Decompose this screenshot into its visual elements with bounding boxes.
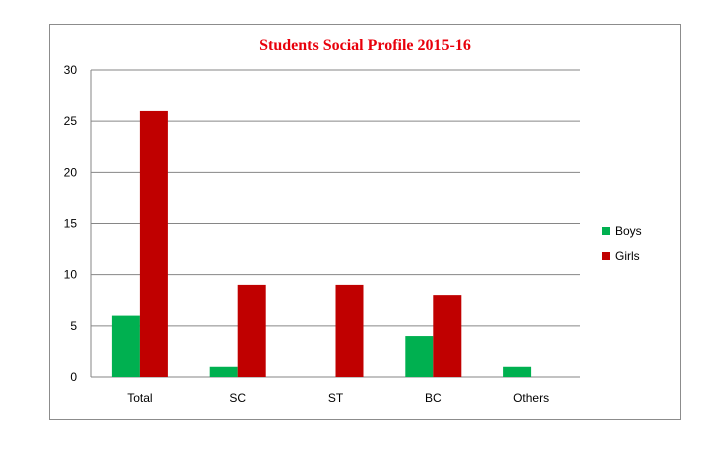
bar-boys-bc: [405, 336, 434, 377]
x-tick-label-others: Others: [513, 391, 549, 405]
x-tick-label-sc: SC: [229, 391, 246, 405]
bar-girls-sc: [237, 284, 266, 377]
x-tick-label-st: ST: [328, 391, 344, 405]
bar-girls-total: [139, 110, 168, 377]
y-tick-label: 15: [64, 217, 78, 231]
legend: Boys Girls: [602, 218, 642, 268]
bar-boys-others: [503, 366, 532, 377]
x-tick-label-total: Total: [127, 391, 152, 405]
legend-item-boys: Boys: [602, 218, 642, 243]
bar-boys-sc: [209, 366, 238, 377]
legend-item-girls: Girls: [602, 243, 642, 268]
legend-swatch-girls: [602, 251, 610, 260]
y-tick-label: 10: [64, 268, 78, 282]
chart-title: Students Social Profile 2015-16: [259, 37, 471, 54]
legend-swatch-boys: [602, 226, 610, 235]
legend-label-boys: Boys: [615, 223, 642, 238]
bar-girls-st: [335, 284, 364, 377]
legend-label-girls: Girls: [615, 248, 640, 263]
chart-frame: Students Social Profile 2015-16 0 5 10 15 20…: [49, 24, 681, 420]
y-tick-label: 20: [64, 165, 78, 179]
y-tick-label: 0: [70, 370, 77, 384]
y-tick-label: 25: [64, 114, 78, 128]
plot-area: 0 5 10 15 20 25 30 Total SC ST BC Others: [64, 63, 580, 405]
y-tick-label: 30: [64, 63, 78, 77]
x-tick-label-bc: BC: [425, 391, 442, 405]
bar-boys-total: [111, 315, 140, 377]
y-tick-label: 5: [70, 319, 77, 333]
bar-girls-bc: [433, 295, 462, 377]
